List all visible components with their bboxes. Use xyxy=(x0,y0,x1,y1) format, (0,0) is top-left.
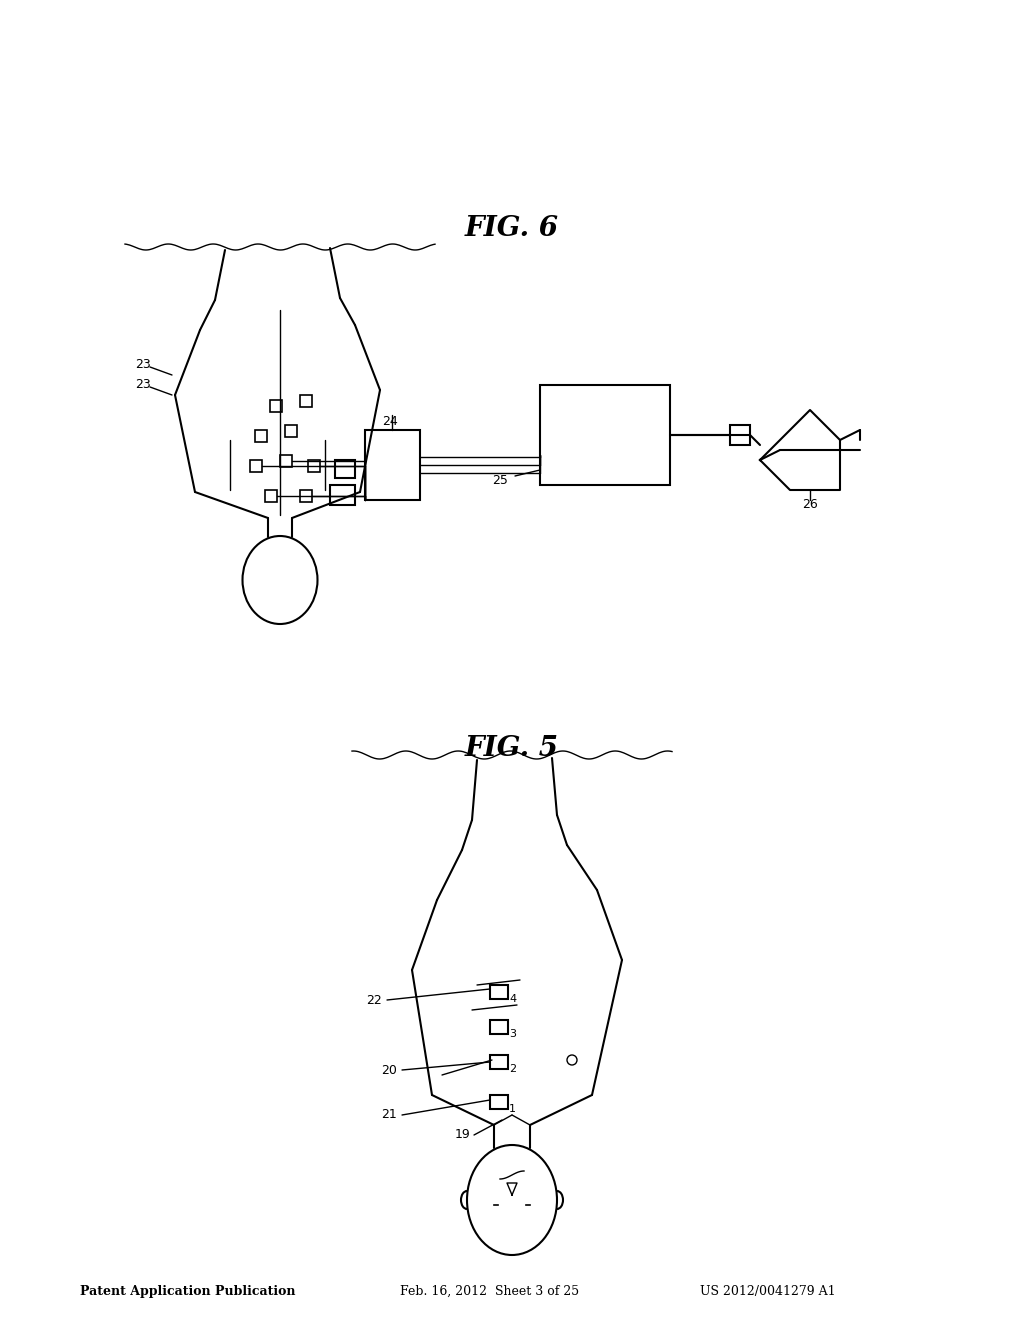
Text: FIG. 6: FIG. 6 xyxy=(465,215,559,242)
Text: FIG. 5: FIG. 5 xyxy=(465,735,559,762)
Bar xyxy=(265,490,278,502)
Bar xyxy=(285,425,297,437)
Bar xyxy=(490,1020,508,1034)
Bar xyxy=(308,459,319,473)
Bar xyxy=(365,430,420,500)
Text: Feb. 16, 2012  Sheet 3 of 25: Feb. 16, 2012 Sheet 3 of 25 xyxy=(400,1284,580,1298)
Text: 24: 24 xyxy=(382,414,398,428)
Bar xyxy=(250,459,262,473)
Bar xyxy=(490,1096,508,1109)
Bar xyxy=(300,395,312,407)
Text: 23: 23 xyxy=(135,359,151,371)
Bar xyxy=(255,430,267,442)
Text: 25: 25 xyxy=(493,474,508,487)
Bar xyxy=(270,400,282,412)
Bar xyxy=(280,455,292,467)
Text: 19: 19 xyxy=(455,1129,470,1142)
Text: 1: 1 xyxy=(509,1104,516,1114)
Bar xyxy=(300,490,312,502)
Bar xyxy=(730,425,750,445)
Text: 20: 20 xyxy=(381,1064,397,1077)
Text: 4: 4 xyxy=(509,994,516,1005)
Bar xyxy=(490,985,508,999)
Text: 3: 3 xyxy=(509,1030,516,1039)
Text: 23: 23 xyxy=(135,379,151,392)
Bar xyxy=(330,484,355,506)
Text: 2: 2 xyxy=(509,1064,516,1074)
Bar xyxy=(540,385,670,484)
Text: 22: 22 xyxy=(367,994,382,1006)
Text: 26: 26 xyxy=(802,499,818,511)
Text: US 2012/0041279 A1: US 2012/0041279 A1 xyxy=(700,1284,836,1298)
Text: 21: 21 xyxy=(381,1109,397,1122)
Bar xyxy=(335,459,355,478)
Text: Patent Application Publication: Patent Application Publication xyxy=(80,1284,296,1298)
Bar xyxy=(490,1055,508,1069)
